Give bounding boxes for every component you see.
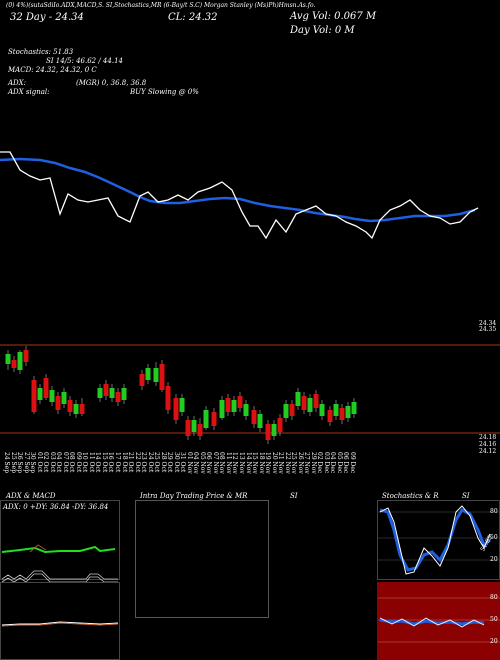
date-label: 24 Sep [3, 452, 10, 474]
day-change: 32 Day - 24.34 [10, 12, 84, 23]
candle-bear [301, 396, 307, 410]
avg-volume: Avg Vol: 0.067 M [290, 11, 377, 22]
candle-bull [179, 398, 185, 412]
candle-bull [257, 414, 263, 428]
candle-bull [109, 388, 115, 398]
candle-bull [49, 390, 55, 402]
stoch-level-20: 20 [490, 556, 498, 563]
candle-bear [339, 408, 345, 420]
day-volume: Day Vol: 0 M [290, 25, 355, 36]
candle-bear [251, 410, 257, 424]
candle-bear [165, 386, 171, 410]
candle-bull [219, 400, 225, 418]
candle-bull [351, 402, 357, 414]
moving-average-line [0, 157, 476, 223]
candle-bull [153, 368, 159, 382]
candlestick-group [5, 346, 357, 444]
candle-bear [197, 424, 203, 436]
price-axis-label-top2: 24.35 [479, 326, 497, 333]
candle-bear [185, 420, 191, 436]
candle-bear [23, 350, 29, 362]
macd-readout: MACD: 24.32, 24.32, 0 C [8, 66, 97, 74]
candle-bear [139, 374, 145, 386]
candle-bull [61, 392, 67, 404]
date-axis: 24 Sep 25 Sep 26 Sep 27 Sep 30 Sep 01 Oct 02 O… [0, 452, 480, 490]
candle-bear [103, 384, 109, 396]
date-label: 13 Nov [238, 452, 246, 474]
candle-bear [265, 424, 271, 440]
intraday-title: Intra Day Trading Price & MR [140, 492, 248, 500]
adx-readout: ADX: 0 +DY: 36.84 -DY: 36.84 [3, 503, 109, 511]
price-line [0, 151, 479, 240]
candle-bear [43, 378, 49, 398]
candle-bull [37, 388, 43, 400]
rsi-panel [377, 582, 500, 660]
date-label: 21 Oct [127, 452, 135, 473]
date-label: 15 Nov [251, 452, 259, 474]
adx-panel [0, 500, 120, 580]
candle-bear [67, 400, 73, 412]
candle-bear [211, 412, 217, 426]
candle-bear [313, 394, 319, 408]
candle-bull [271, 424, 277, 436]
adx-label: ADX: [8, 79, 27, 87]
intraday-panel [135, 500, 269, 618]
candle-axis-label-a: 24.18 [479, 434, 497, 441]
date-label: 26 Sep [16, 452, 24, 474]
candle-bull [345, 406, 351, 418]
header-topline: (0) 4%)(sutaSdiIo.ADX,MACD,S. SI,Stochas… [6, 2, 316, 9]
adx-macd-title: ADX & MACD [6, 492, 56, 500]
candle-bull [319, 404, 325, 416]
candle-bull [97, 388, 103, 398]
rsi-level-80: 80 [490, 594, 498, 601]
macd-panel [0, 582, 120, 660]
rsi-level-20: 20 [490, 638, 498, 645]
candle-bear [11, 360, 17, 368]
candle-bull [295, 392, 301, 406]
si-readout: SI 14/5: 46.62 / 44.14 [46, 57, 123, 65]
candle-bull [17, 352, 23, 370]
stoch-level-80: 80 [490, 508, 498, 515]
stochastics-si-label: SI [462, 492, 470, 500]
candle-bull [283, 404, 289, 418]
candle-bull [333, 404, 339, 416]
stochastics-panel [377, 500, 500, 580]
candle-bear [115, 392, 121, 402]
candle-bull [243, 404, 249, 416]
candle-bull [191, 420, 197, 432]
candle-bear [79, 404, 85, 414]
candle-bull [231, 400, 237, 412]
adx-signal-label: ADX signal: [8, 88, 50, 96]
adx-values: (MGR) 0, 36.8, 36.8 [76, 79, 147, 87]
price-chart [0, 151, 500, 444]
candle-bear [237, 396, 243, 408]
candle-bear [173, 398, 179, 420]
rsi-level-50: 50 [490, 616, 498, 623]
candle-bull [5, 354, 11, 364]
candle-bull [203, 410, 209, 428]
date-label: 09 Dec [349, 452, 356, 474]
price-axis-label-top: 24.34 [479, 320, 497, 327]
candle-bear [327, 410, 333, 422]
buy-signal: BUY Slowing @ 0% [130, 88, 199, 96]
close-price: CL: 24.32 [168, 12, 218, 23]
candle-bear [225, 398, 231, 412]
date-label: 17 Oct [113, 452, 121, 473]
candle-axis-label-c: 24.12 [479, 448, 497, 455]
candle-bear [277, 418, 283, 432]
candle-axis-label-b: 24.16 [479, 441, 497, 448]
candle-bear [289, 404, 295, 416]
candle-bull [307, 398, 313, 412]
candle-bear [159, 364, 165, 390]
stoch-level-50: 50 [490, 534, 498, 541]
candle-bull [145, 368, 151, 380]
candle-bear [31, 380, 37, 412]
stochastics-readout: Stochastics: 51.83 [8, 48, 74, 56]
candle-bear [55, 396, 61, 410]
candle-bull [121, 388, 127, 400]
stochastics-title: Stochastics & R [382, 492, 439, 500]
candle-bull [73, 404, 79, 414]
intraday-si-label: SI [290, 492, 298, 500]
